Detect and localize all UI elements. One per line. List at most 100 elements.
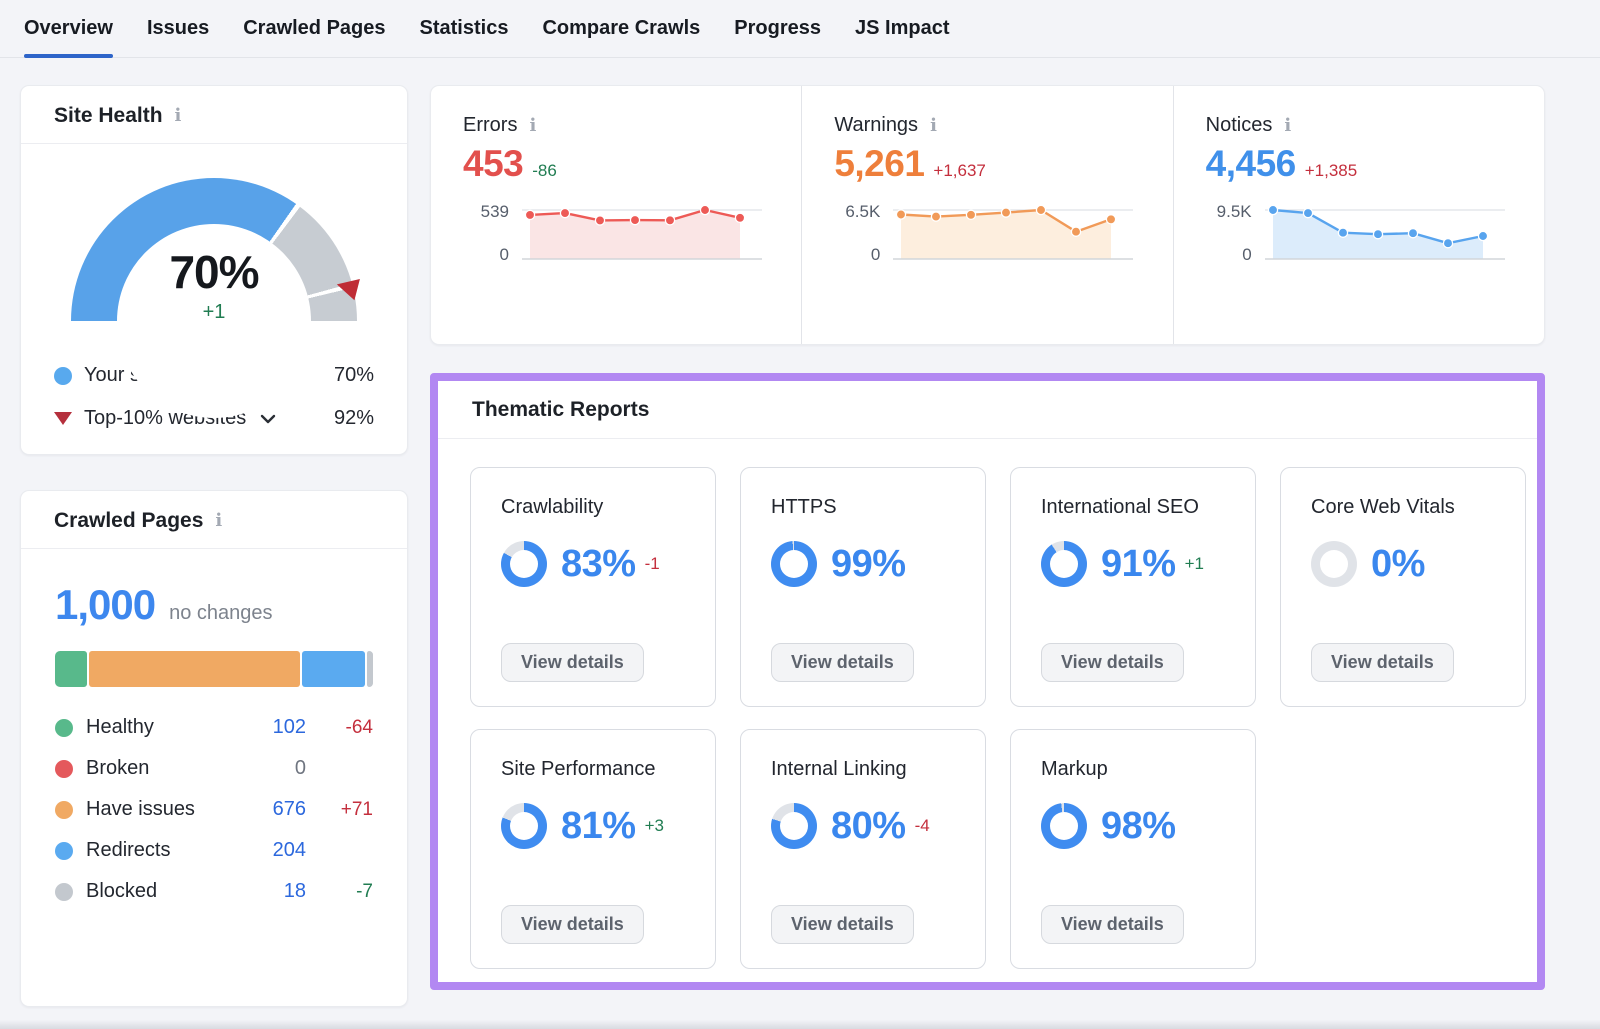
view-details-button[interactable]: View details xyxy=(771,643,914,682)
thematic-score: 80% xyxy=(831,804,906,847)
bar-segment-blocked[interactable] xyxy=(367,651,373,687)
nav-tab-js-impact[interactable]: JS Impact xyxy=(855,0,949,57)
left-column: Site Health 70% +1 Your site 70% xyxy=(20,85,408,1007)
y-axis-min-label: 0 xyxy=(1242,245,1252,264)
nav-tab-label: Issues xyxy=(146,17,210,39)
crawled-pages-total-link[interactable]: 1,000 xyxy=(55,581,156,628)
y-axis-min-label: 0 xyxy=(870,245,881,264)
metric-column-notices: Notices 4,456 +1,385 9.5K 0 xyxy=(1172,86,1544,344)
crawl-legend-label: Have issues xyxy=(86,798,195,820)
thematic-score-delta: +1 xyxy=(1184,554,1204,573)
legend-dot-icon xyxy=(55,841,73,860)
thematic-score: 98% xyxy=(1101,804,1176,847)
nav-tab-label: Progress xyxy=(734,17,822,39)
score-donut-icon xyxy=(1311,541,1357,587)
metric-value: 453 xyxy=(463,143,524,184)
thematic-card-core-web-vitals: Core Web Vitals 0% View details xyxy=(1280,467,1526,707)
score-donut-icon xyxy=(771,803,817,849)
crawl-count-link[interactable]: 676 xyxy=(272,798,306,820)
info-icon[interactable] xyxy=(1282,117,1293,135)
bar-segment-redirects[interactable] xyxy=(301,651,366,687)
site-health-card: Site Health 70% +1 Your site 70% xyxy=(20,85,408,464)
thematic-card-crawlability: Crawlability 83% -1 View details xyxy=(470,467,716,707)
metric-column-errors: Errors 453 -86 539 0 xyxy=(431,86,801,344)
crawl-count-link[interactable]: 102 xyxy=(272,716,306,738)
view-details-button[interactable]: View details xyxy=(501,643,644,682)
info-icon[interactable] xyxy=(213,512,224,530)
info-icon[interactable] xyxy=(173,107,184,125)
view-details-button[interactable]: View details xyxy=(1311,643,1454,682)
bar-segment-have-issues[interactable] xyxy=(88,651,300,687)
crawled-pages-title: Crawled Pages xyxy=(54,509,204,532)
crawl-count-delta: -7 xyxy=(356,880,373,902)
crawl-count-delta: -64 xyxy=(345,716,373,738)
y-axis-max-label: 539 xyxy=(480,202,509,221)
trend-sparkline xyxy=(522,204,762,260)
view-details-button[interactable]: View details xyxy=(501,905,644,944)
y-axis-max-label: 9.5K xyxy=(1216,202,1252,221)
crawl-count-link[interactable]: 18 xyxy=(283,880,306,902)
metric-title: Notices xyxy=(1205,114,1273,136)
thematic-reports-section: Thematic Reports Crawlability 83% -1 Vie… xyxy=(430,373,1545,990)
crawl-legend-label: Redirects xyxy=(86,839,171,861)
metric-value: 5,261 xyxy=(834,143,925,184)
thematic-card-https: HTTPS 99% View details xyxy=(740,467,986,707)
trend-sparkline xyxy=(893,204,1134,260)
sparkline-y-axis: 6.5K 0 xyxy=(834,201,880,267)
legend-dot-icon xyxy=(55,759,73,778)
nav-tab-label: Compare Crawls xyxy=(542,17,701,39)
thematic-card-markup: Markup 98% View details xyxy=(1010,729,1256,969)
score-donut-icon xyxy=(501,541,547,587)
metric-delta: +1,385 xyxy=(1304,161,1358,180)
thematic-card-title: International SEO xyxy=(1041,496,1199,518)
view-details-button[interactable]: View details xyxy=(771,905,914,944)
nav-tab-crawled-pages[interactable]: Crawled Pages xyxy=(243,0,385,57)
crawl-legend-row-broken: Broken 0 xyxy=(55,748,373,789)
crawl-count-link: 0 xyxy=(294,757,306,779)
nav-tab-compare-crawls[interactable]: Compare Crawls xyxy=(542,0,700,57)
site-health-gauge: 70% +1 xyxy=(71,178,360,464)
info-icon[interactable] xyxy=(928,117,939,135)
nav-tab-statistics[interactable]: Statistics xyxy=(420,0,509,57)
nav-tab-overview[interactable]: Overview xyxy=(24,0,113,58)
metric-title: Warnings xyxy=(834,114,919,136)
score-donut-icon xyxy=(1041,541,1087,587)
thematic-card-title: Core Web Vitals xyxy=(1311,496,1455,518)
benchmark-triangle-icon xyxy=(54,412,72,425)
info-icon[interactable] xyxy=(527,117,538,135)
nav-tab-label: Overview xyxy=(24,17,113,39)
nav-tab-issues[interactable]: Issues xyxy=(147,0,209,57)
nav-tab-progress[interactable]: Progress xyxy=(734,0,821,57)
score-donut-icon xyxy=(501,803,547,849)
page-bottom-edge xyxy=(0,1020,1600,1029)
view-details-button[interactable]: View details xyxy=(1041,643,1184,682)
crawl-legend-row-blocked: Blocked 18 -7 xyxy=(55,871,373,912)
trend-sparkline xyxy=(1264,204,1505,260)
legend-dot-icon xyxy=(55,718,73,737)
metrics-card: Errors 453 -86 539 0 Warnings 5,261 +1,6… xyxy=(430,85,1545,345)
crawl-legend: Healthy 102 -64 Broken 0 Have issues 676… xyxy=(55,707,373,912)
thematic-card-title: HTTPS xyxy=(771,496,837,518)
benchmark-value: 92% xyxy=(333,407,374,429)
your-site-dot-icon xyxy=(54,366,72,385)
metric-column-warnings: Warnings 5,261 +1,637 6.5K 0 xyxy=(801,86,1172,344)
bar-segment-healthy[interactable] xyxy=(55,651,87,687)
thematic-score: 99% xyxy=(831,542,906,585)
sparkline-y-axis: 539 0 xyxy=(463,201,509,267)
y-axis-max-label: 6.5K xyxy=(845,202,881,221)
thematic-card-international-seo: International SEO 91% +1 View details xyxy=(1010,467,1256,707)
sparkline-y-axis: 9.5K 0 xyxy=(1206,201,1252,267)
legend-dot-icon xyxy=(55,882,73,901)
site-health-delta: +1 xyxy=(202,301,226,323)
crawl-legend-label: Healthy xyxy=(86,716,154,738)
crawl-count-delta: +71 xyxy=(340,798,373,820)
crawl-legend-row-have-issues: Have issues 676 +71 xyxy=(55,789,373,830)
crawl-count-link[interactable]: 204 xyxy=(272,839,306,861)
crawl-legend-label: Broken xyxy=(86,757,150,779)
thematic-score: 81% xyxy=(561,804,636,847)
thematic-score-delta: -4 xyxy=(914,816,930,835)
crawl-legend-label: Blocked xyxy=(86,880,158,902)
score-donut-icon xyxy=(771,541,817,587)
view-details-button[interactable]: View details xyxy=(1041,905,1184,944)
site-health-score: 70% xyxy=(169,246,259,298)
